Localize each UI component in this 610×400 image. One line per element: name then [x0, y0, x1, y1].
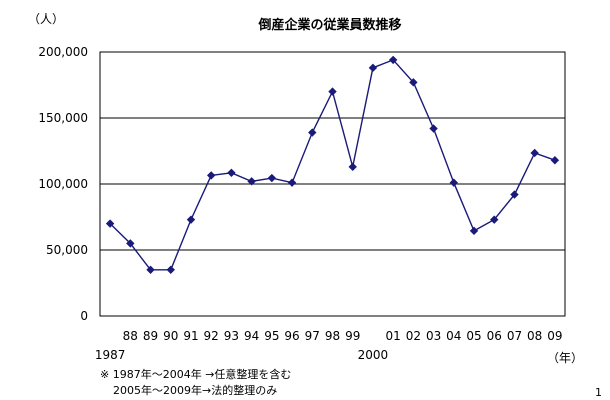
- data-point-1996: [287, 178, 297, 187]
- x-tick-label: 91: [183, 329, 198, 343]
- y-tick-label: 150,000: [38, 111, 88, 125]
- data-point-2008: [530, 148, 539, 158]
- x-tick-label: 94: [244, 329, 259, 343]
- data-point-2009: [550, 156, 560, 165]
- x-tick-label: 09: [547, 329, 562, 343]
- x-tick-label: 08: [527, 329, 542, 343]
- x-tick-label: 88: [123, 329, 138, 343]
- data-point-2002: [409, 78, 418, 87]
- y-tick-label: 0: [80, 309, 88, 323]
- data-point-2005: [469, 226, 479, 236]
- chart-title: 倒産企業の従業員数推移: [257, 17, 401, 33]
- chart-note-2: 2005年～2009年→法的整理のみ: [113, 384, 278, 397]
- data-point-2006: [490, 215, 499, 224]
- x-tick-label: 03: [426, 329, 441, 343]
- x-tick-label: 05: [466, 329, 481, 343]
- y-tick-label: 100,000: [38, 177, 88, 191]
- x-tick-label: 92: [204, 329, 219, 343]
- x-tick-label: 98: [325, 329, 340, 343]
- x-tick-label: 06: [487, 329, 502, 343]
- data-point-1998: [328, 87, 337, 96]
- data-point-1992: [206, 171, 216, 180]
- data-point-2001: [388, 55, 398, 65]
- plot-frame: [99, 51, 566, 317]
- x-tick-label: 96: [284, 329, 299, 343]
- y-axis-unit-label: （人）: [28, 12, 64, 26]
- data-point-1995: [267, 173, 277, 183]
- page-number: 1: [595, 386, 602, 399]
- x-year-label: 2000: [358, 348, 389, 362]
- x-tick-label: 93: [224, 329, 239, 343]
- x-tick-label: 90: [163, 329, 178, 343]
- y-tick-label: 50,000: [46, 243, 88, 257]
- x-tick-label: 99: [345, 329, 360, 343]
- x-tick-label: 95: [264, 329, 279, 343]
- data-point-1997: [308, 128, 317, 137]
- chart-note-1: ※ 1987年～2004年 →任意整理を含む: [100, 368, 292, 381]
- data-point-2003: [429, 124, 438, 133]
- x-tick-label: 02: [406, 329, 421, 343]
- x-tick-label: 07: [507, 329, 522, 343]
- data-point-2000: [368, 63, 378, 73]
- data-point-1999: [348, 162, 357, 172]
- x-tick-label: 97: [305, 329, 320, 343]
- data-point-2004: [449, 178, 459, 187]
- data-point-1993: [227, 168, 236, 177]
- x-tick-label: 89: [143, 329, 158, 343]
- y-tick-label: 200,000: [38, 45, 88, 59]
- data-point-1989: [146, 265, 155, 274]
- x-year-label: 1987: [95, 348, 126, 362]
- data-point-1987: [105, 219, 115, 228]
- x-tick-label: 04: [446, 329, 461, 343]
- data-point-1990: [166, 265, 175, 274]
- x-tick-label: 01: [386, 329, 401, 343]
- data-point-2007: [510, 190, 519, 199]
- x-axis-unit-label: （年）: [547, 351, 583, 365]
- data-point-1988: [126, 239, 135, 248]
- data-point-1994: [247, 177, 256, 186]
- data-point-1991: [186, 215, 196, 224]
